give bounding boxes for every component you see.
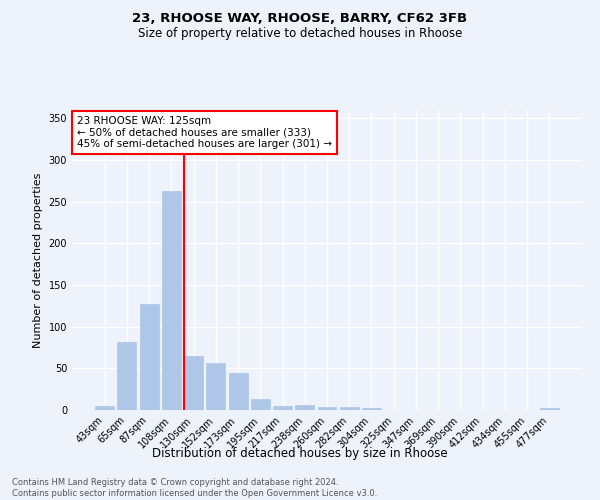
Bar xyxy=(340,406,359,410)
Bar xyxy=(118,342,136,410)
Bar xyxy=(540,408,559,410)
Bar xyxy=(162,191,181,410)
Bar xyxy=(251,399,270,410)
Bar xyxy=(362,408,381,410)
Bar xyxy=(317,406,337,410)
Bar xyxy=(206,364,225,410)
Y-axis label: Number of detached properties: Number of detached properties xyxy=(33,172,43,348)
Text: Size of property relative to detached houses in Rhoose: Size of property relative to detached ho… xyxy=(138,28,462,40)
Bar xyxy=(229,372,248,410)
Bar xyxy=(184,356,203,410)
Bar xyxy=(140,304,158,410)
Text: Contains HM Land Registry data © Crown copyright and database right 2024.
Contai: Contains HM Land Registry data © Crown c… xyxy=(12,478,377,498)
Bar xyxy=(95,406,114,410)
Bar xyxy=(273,406,292,410)
Bar xyxy=(295,405,314,410)
Text: 23 RHOOSE WAY: 125sqm
← 50% of detached houses are smaller (333)
45% of semi-det: 23 RHOOSE WAY: 125sqm ← 50% of detached … xyxy=(77,116,332,149)
Text: Distribution of detached houses by size in Rhoose: Distribution of detached houses by size … xyxy=(152,448,448,460)
Text: 23, RHOOSE WAY, RHOOSE, BARRY, CF62 3FB: 23, RHOOSE WAY, RHOOSE, BARRY, CF62 3FB xyxy=(133,12,467,26)
